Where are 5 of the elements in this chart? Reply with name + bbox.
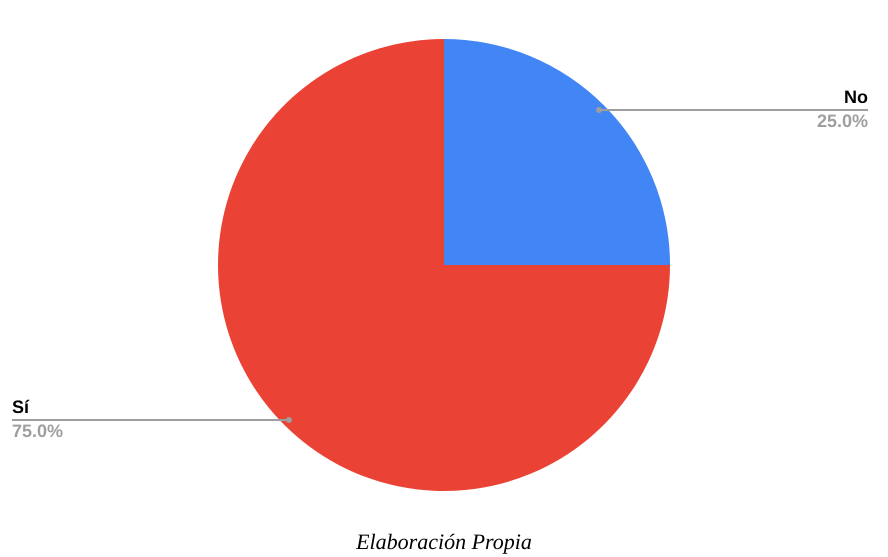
data-label: 75.0% <box>12 420 64 441</box>
slice-label: Sí <box>12 396 30 417</box>
slice-label: No <box>844 86 868 107</box>
text: Elaboración Propia <box>354 528 533 556</box>
data-label: 25.0% <box>816 110 868 131</box>
